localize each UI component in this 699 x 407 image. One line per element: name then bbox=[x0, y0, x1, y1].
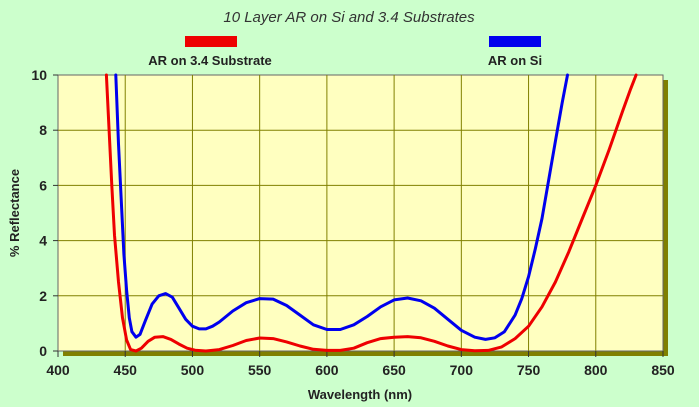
legend-swatch-ar-on-si bbox=[489, 36, 541, 47]
plot-area bbox=[57, 74, 664, 352]
series-lines bbox=[104, 73, 638, 353]
legend-label-ar-on-si: AR on Si bbox=[488, 53, 542, 68]
grid-lines bbox=[58, 75, 663, 351]
y-tick-label: 4 bbox=[39, 233, 47, 249]
x-tick-label: 450 bbox=[114, 362, 138, 378]
x-tick-label: 500 bbox=[181, 362, 205, 378]
legend-swatch-ar-on-34-substrate bbox=[185, 36, 237, 47]
x-axis-label: Wavelength (nm) bbox=[308, 387, 412, 402]
x-tick-label: 800 bbox=[584, 362, 608, 378]
x-tick-label: 400 bbox=[46, 362, 70, 378]
y-tick-label: 10 bbox=[31, 67, 47, 83]
y-tick-label: 8 bbox=[39, 122, 47, 138]
x-tick-label: 550 bbox=[248, 362, 272, 378]
x-tick-label: 600 bbox=[315, 362, 339, 378]
x-tick-label: 700 bbox=[450, 362, 474, 378]
legend: AR on 3.4 Substrate AR on Si bbox=[148, 36, 542, 68]
y-tick-label: 0 bbox=[39, 343, 47, 359]
tick-marks bbox=[53, 74, 664, 357]
y-tick-label: 6 bbox=[39, 177, 47, 193]
series-line-ar-on-34-substrate bbox=[104, 73, 638, 353]
y-tick-label: 2 bbox=[39, 288, 47, 304]
x-axis-tick-labels: 400 450 500 550 600 650 700 750 800 850 bbox=[46, 362, 675, 378]
y-axis-tick-labels: 0 2 4 6 8 10 bbox=[31, 67, 47, 359]
chart-title: 10 Layer AR on Si and 3.4 Substrates bbox=[223, 9, 475, 26]
x-tick-label: 750 bbox=[517, 362, 541, 378]
series-line-ar-on-si bbox=[114, 73, 569, 341]
x-tick-label: 850 bbox=[651, 362, 675, 378]
legend-label-ar-on-34-substrate: AR on 3.4 Substrate bbox=[148, 53, 272, 68]
y-axis-label: % Reflectance bbox=[7, 169, 22, 257]
x-tick-label: 650 bbox=[382, 362, 406, 378]
